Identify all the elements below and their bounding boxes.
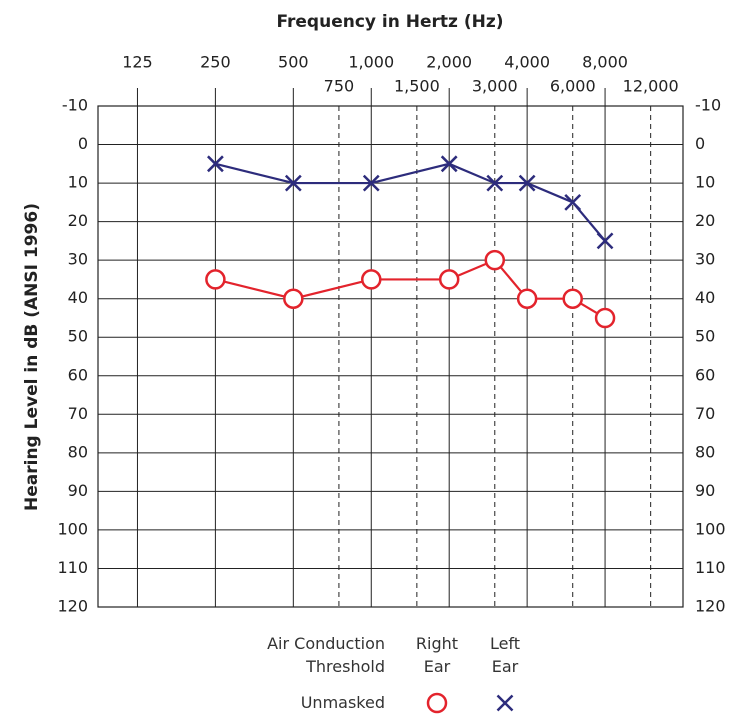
y-tick-label: -10 [62, 96, 88, 115]
y-tick-label: 10 [68, 173, 88, 192]
y-tick-label-right: 50 [695, 327, 715, 346]
data-point [362, 174, 380, 192]
y-tick-label-right: -10 [695, 96, 721, 115]
y-tick-label-right: 110 [695, 558, 726, 577]
y-tick-label: 120 [57, 597, 88, 616]
y-tick-label-right: 80 [695, 442, 715, 461]
y-tick-label: 30 [68, 250, 88, 269]
legend-title: Air Conduction Threshold [267, 634, 385, 676]
y-tick-label-right: 10 [695, 173, 715, 192]
data-point [361, 269, 382, 290]
data-point [205, 269, 226, 290]
y-tick-label-right: 100 [695, 519, 726, 538]
y-tick-label-right: 70 [695, 404, 715, 423]
data-point [440, 155, 458, 173]
data-point [516, 288, 538, 309]
y-axis-title: Hearing Level in dB (ANSI 1996) [22, 203, 42, 511]
x-tick-label: 750 [324, 77, 355, 96]
x-tick-label: 8,000 [582, 53, 628, 72]
x-tick-label: 1,000 [348, 53, 394, 72]
y-tick-label: 80 [68, 442, 88, 461]
legend-marker [496, 694, 514, 712]
y-tick-label-right: 60 [695, 365, 715, 384]
x-tick-label: 500 [278, 53, 309, 72]
x-tick-label: 125 [122, 53, 153, 72]
series-line [215, 258, 606, 319]
y-tick-label-right: 120 [695, 597, 726, 616]
data-point [594, 307, 616, 329]
data-point [207, 155, 224, 173]
data-point [486, 174, 504, 192]
data-point [284, 174, 302, 192]
data-point [438, 269, 460, 290]
x-tick-label: 1,500 [394, 77, 440, 96]
y-tick-label: 0 [78, 134, 88, 153]
data-point [596, 232, 614, 250]
y-tick-label: 70 [68, 404, 88, 423]
chart-title: Frequency in Hertz (Hz) [276, 12, 503, 32]
y-tick-label-right: 0 [695, 134, 705, 153]
data-point [564, 193, 582, 211]
y-tick-label-right: 20 [695, 211, 715, 230]
y-tick-label: 100 [57, 519, 88, 538]
y-tick-label-right: 90 [695, 481, 715, 500]
x-tick-label: 12,000 [623, 77, 679, 96]
x-tick-label: 3,000 [472, 77, 518, 96]
legend-marker [426, 692, 448, 714]
legend-label: Right Ear [415, 634, 459, 676]
x-tick-label: 4,000 [504, 53, 550, 72]
x-tick-label: 250 [200, 53, 231, 72]
y-tick-label-right: 30 [695, 250, 715, 269]
data-point [518, 174, 536, 192]
data-point [283, 288, 304, 309]
x-tick-label: 2,000 [426, 53, 472, 72]
y-tick-label: 60 [68, 365, 88, 384]
legend-label: Left Ear [489, 634, 521, 676]
legend-row-label: Unmasked [300, 693, 385, 712]
plot-frame [97, 105, 684, 608]
x-tick-label: 6,000 [550, 77, 596, 96]
series-line [215, 162, 606, 242]
y-tick-label: 110 [57, 558, 88, 577]
y-tick-label: 40 [68, 288, 88, 307]
data-point [562, 288, 583, 309]
y-tick-label-right: 40 [695, 288, 715, 307]
y-tick-label: 50 [68, 327, 88, 346]
y-tick-label: 90 [68, 481, 88, 500]
data-point [484, 249, 506, 271]
y-tick-label: 20 [68, 211, 88, 230]
